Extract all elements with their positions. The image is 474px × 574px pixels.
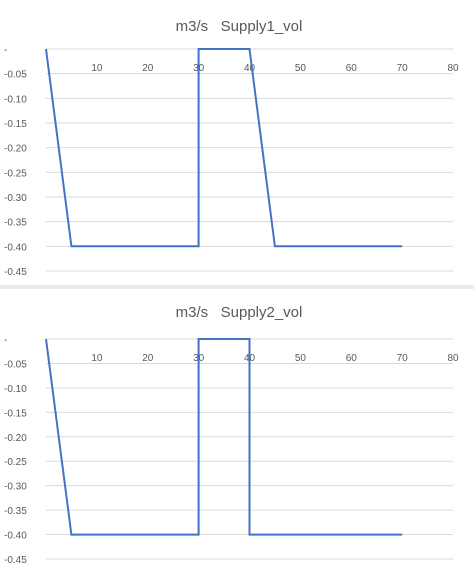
y-tick-label: -0.35 — [4, 506, 27, 517]
y-tick-label: -0.15 — [4, 408, 27, 419]
y-tick-label: -0.40 — [4, 531, 27, 542]
y-tick-label: -0.05 — [4, 359, 27, 370]
x-tick-label: 60 — [346, 353, 358, 364]
y-tick-label: -0.45 — [4, 555, 27, 566]
y-tick-label: - — [4, 45, 7, 56]
y-tick-label: -0.30 — [4, 193, 27, 204]
x-tick-label: 10 — [91, 63, 103, 74]
chart-title: m3/s Supply2_vol — [176, 304, 303, 321]
chart-supply2-vol[interactable]: m3/s Supply2_vol - -0.05 -0.10 -0.15 -0.20 -0… — [0, 290, 474, 574]
x-tick-label: 60 — [346, 63, 358, 74]
x-tick-label: 80 — [447, 353, 459, 364]
x-tick-label: 70 — [397, 63, 409, 74]
y-tick-label: -0.20 — [4, 433, 27, 444]
x-tick-label: 80 — [447, 63, 459, 74]
chart-supply1-vol[interactable]: m3/s Supply1_vol - -0.05 -0.10 -0.15 -0.20 -0… — [0, 0, 474, 282]
chart-supply1-svg: m3/s Supply1_vol - -0.05 -0.10 -0.15 -0.20 -0… — [4, 18, 459, 278]
x-tick-label: 50 — [295, 353, 307, 364]
chart-supply2-svg: m3/s Supply2_vol - -0.05 -0.10 -0.15 -0.20 -0… — [4, 304, 459, 566]
y-tick-label: -0.10 — [4, 94, 27, 105]
x-tick-label: 50 — [295, 63, 307, 74]
chart-title: m3/s Supply1_vol — [176, 18, 303, 35]
y-tick-label: -0.15 — [4, 119, 27, 130]
x-tick-label: 20 — [142, 353, 154, 364]
x-tick-label: 40 — [244, 63, 256, 74]
x-tick-label: 20 — [142, 63, 154, 74]
y-tick-label: -0.35 — [4, 218, 27, 229]
series-line — [45, 48, 403, 248]
y-tick-label: -0.20 — [4, 144, 27, 155]
y-tick-label: -0.30 — [4, 482, 27, 493]
y-tick-label: -0.45 — [4, 267, 27, 278]
x-tick-label: 70 — [397, 353, 409, 364]
series-line — [45, 338, 403, 536]
x-tick-label: 10 — [91, 353, 103, 364]
y-tick-label: -0.05 — [4, 70, 27, 81]
y-tick-label: -0.25 — [4, 457, 27, 468]
y-tick-label: -0.40 — [4, 242, 27, 253]
y-tick-label: -0.10 — [4, 384, 27, 395]
y-tick-label: - — [4, 335, 7, 346]
y-tick-label: -0.25 — [4, 168, 27, 179]
